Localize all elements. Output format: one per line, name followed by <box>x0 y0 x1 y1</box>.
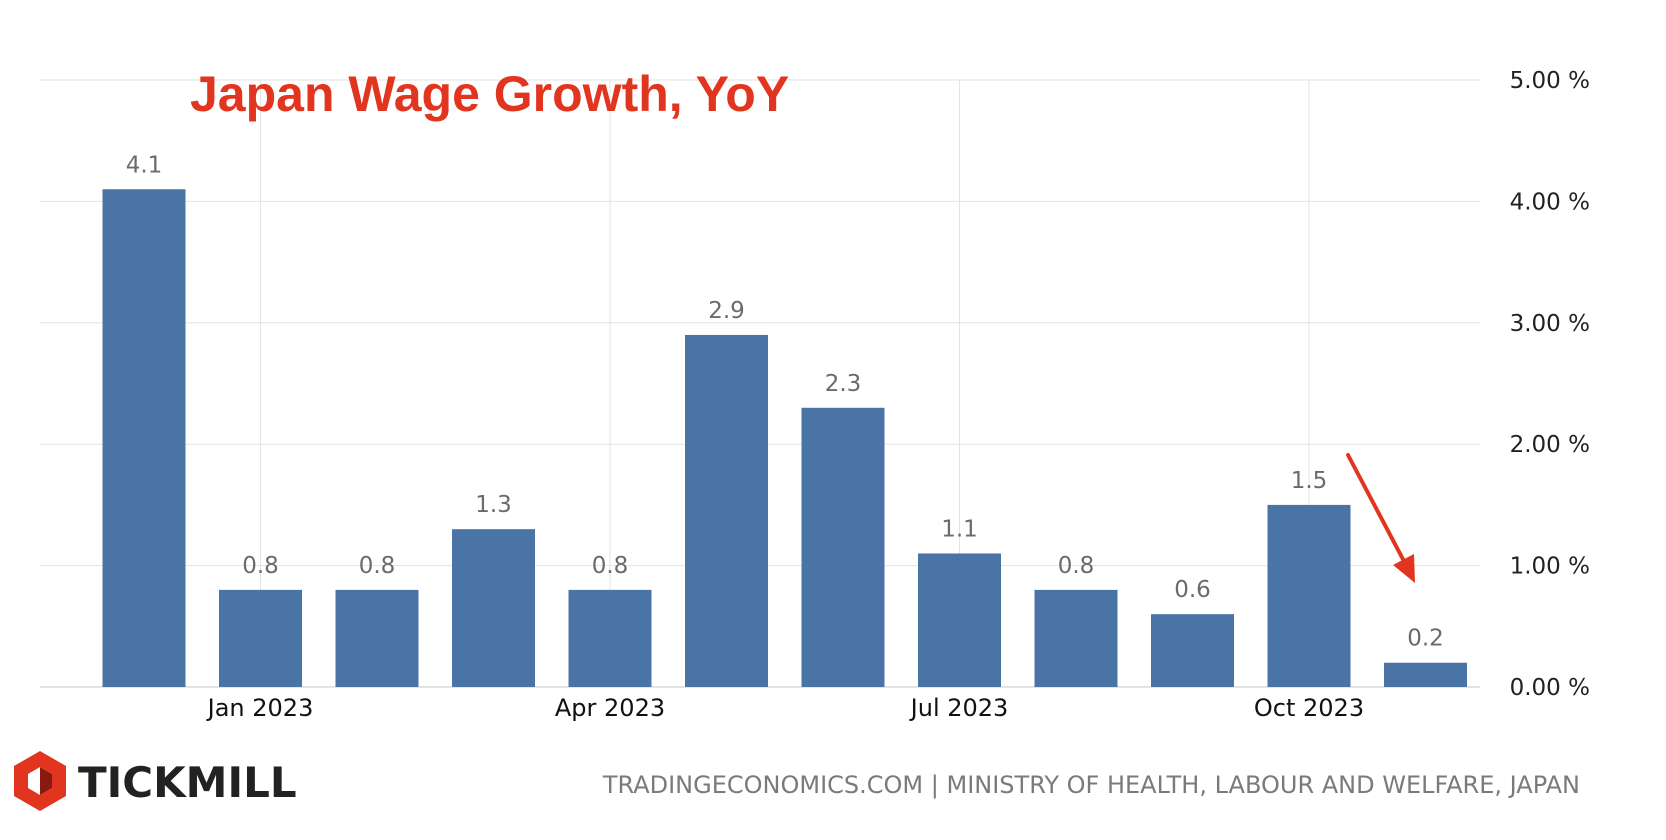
x-tick-label-0: Jan 2023 <box>206 694 314 722</box>
bar-sep-2023 <box>1151 614 1234 687</box>
bar-jun-2023 <box>801 407 885 687</box>
bar-mar-2023 <box>452 529 535 687</box>
bar-apr-2023 <box>568 589 652 687</box>
data-label-1: 0.8 <box>242 553 279 579</box>
data-labels: 4.1 0.8 0.8 1.3 0.8 2.9 2.3 1.1 0.8 0.6 1.5 0.2 <box>126 152 1444 651</box>
bar-jan-2023 <box>219 589 302 687</box>
bar-may-2023 <box>685 334 768 687</box>
data-label-3: 1.3 <box>475 492 512 518</box>
y-tick-label-3: 3.00 % <box>1510 311 1590 337</box>
chart-title: Japan Wage Growth, YoY <box>190 66 789 122</box>
x-tick-label-3: Oct 2023 <box>1254 694 1364 722</box>
data-label-10: 1.5 <box>1291 468 1328 494</box>
source-credit: TRADINGECONOMICS.COM | MINISTRY OF HEALT… <box>602 771 1580 799</box>
data-label-11: 0.2 <box>1407 626 1444 652</box>
x-tick-label-2: Jul 2023 <box>909 694 1009 722</box>
y-tick-label-4: 4.00 % <box>1510 189 1590 215</box>
bar-jul-2023 <box>918 553 1001 687</box>
data-label-4: 0.8 <box>592 553 629 579</box>
data-label-2: 0.8 <box>359 553 396 579</box>
y-tick-label-2: 2.00 % <box>1510 432 1590 458</box>
bar-feb-2023 <box>335 589 419 687</box>
x-tick-label-1: Apr 2023 <box>555 694 665 722</box>
bar-oct-2023 <box>1267 504 1351 687</box>
data-label-6: 2.3 <box>825 371 862 397</box>
bar-aug-2023 <box>1034 589 1118 687</box>
brand-logo: TICKMILL <box>14 751 297 811</box>
bar-series <box>102 189 1467 687</box>
arrow-shaft <box>1346 453 1408 567</box>
arrow-annotation <box>1346 453 1415 583</box>
y-tick-label-1: 1.00 % <box>1510 554 1590 580</box>
data-label-0: 4.1 <box>126 152 163 178</box>
hexagon-logo-icon <box>14 751 66 811</box>
x-axis-ticks: Jan 2023 Apr 2023 Jul 2023 Oct 2023 <box>206 694 1364 722</box>
data-label-5: 2.9 <box>708 298 745 324</box>
data-label-7: 1.1 <box>941 516 978 542</box>
bar-dec-2022 <box>102 189 186 687</box>
arrow-head-icon <box>1393 554 1415 583</box>
data-label-8: 0.8 <box>1058 553 1095 579</box>
y-tick-label-5: 5.00 % <box>1510 68 1590 94</box>
brand-name: TICKMILL <box>78 758 297 807</box>
y-axis-ticks: 0.00 % 1.00 % 2.00 % 3.00 % 4.00 % 5.00 % <box>1510 68 1590 701</box>
y-tick-label-0: 0.00 % <box>1510 675 1590 701</box>
bar-nov-2023 <box>1384 662 1467 687</box>
data-label-9: 0.6 <box>1174 577 1211 603</box>
